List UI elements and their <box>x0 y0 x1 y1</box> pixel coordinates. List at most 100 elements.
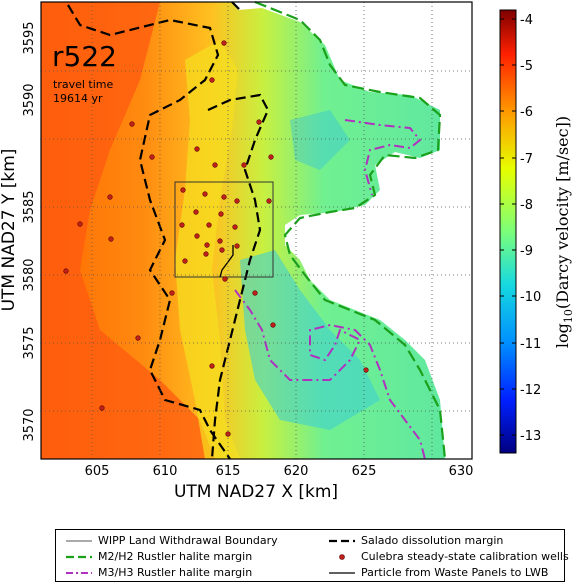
well-marker <box>182 258 188 264</box>
y-tick-label: 3585 <box>22 190 37 223</box>
colorbar-tick-label: -9 <box>520 244 533 259</box>
colorbar-tick-label: -11 <box>520 337 541 352</box>
well-marker <box>266 198 272 204</box>
well-marker <box>204 242 210 248</box>
well-swatch <box>339 553 345 560</box>
x-tick-label: 630 <box>449 464 474 479</box>
colorbar-tick-label: -13 <box>520 429 541 444</box>
well-marker <box>209 363 215 369</box>
well-marker <box>194 146 200 152</box>
y-tick-label: 3595 <box>22 21 37 54</box>
travel-time-value: 19614 yr <box>53 92 103 105</box>
x-tick-label: 605 <box>85 464 110 479</box>
well-marker <box>219 247 225 253</box>
colorbar-ticks <box>500 18 516 436</box>
m2h2-rustler-halite-margin <box>254 0 447 460</box>
colorbar <box>499 9 517 454</box>
x-tick-label: 615 <box>216 464 241 479</box>
x-axis-label: UTM NAD27 X [km] <box>174 482 338 502</box>
well-marker <box>107 194 113 200</box>
legend: WIPP Land Withdrawal Boundary Salado dis… <box>55 529 569 582</box>
well-marker <box>108 236 114 242</box>
colorbar-label-prefix: log <box>553 323 572 348</box>
salado-swatch <box>329 539 355 542</box>
x-tick-labels: 605 610 615 620 625 630 <box>85 464 474 479</box>
velocity-field <box>41 2 445 459</box>
run-id-label: r522 <box>52 40 117 73</box>
colorbar-label: log10(Darcy velocity [m/sec]) <box>553 116 575 348</box>
x-tick-label: 610 <box>153 464 178 479</box>
salado-dissolution-margin <box>231 1 241 11</box>
well-marker <box>169 290 175 296</box>
colorbar-tick-labels: -4 -5 -6 -7 -8 -9 -10 -11 -12 -13 <box>520 13 541 444</box>
well-marker <box>149 154 155 160</box>
colorbar-tick-label: -4 <box>520 13 533 28</box>
well-marker <box>241 162 247 168</box>
legend-item-lwb: WIPP Land Withdrawal Boundary <box>66 534 278 547</box>
m3h3-rustler-halite-margin <box>344 119 422 196</box>
colorbar-tick-label: -12 <box>520 383 541 398</box>
colorbar-label-sub: 10 <box>562 309 575 323</box>
grid-lines <box>41 2 472 459</box>
colorbar-tick-label: -6 <box>520 105 533 120</box>
x-tick-label: 620 <box>284 464 309 479</box>
colorbar-tick-label: -10 <box>520 290 541 305</box>
y-tick-label: 3575 <box>22 326 37 359</box>
m3h3-swatch <box>66 571 92 574</box>
m2h2-swatch <box>66 555 92 558</box>
legend-label: M3/H3 Rustler halite margin <box>98 566 253 579</box>
well-marker <box>268 154 274 160</box>
legend-label: M2/H2 Rustler halite margin <box>98 550 253 563</box>
legend-item-m2h2: M2/H2 Rustler halite margin <box>66 550 252 563</box>
well-marker <box>135 335 141 341</box>
salado-dissolution-margin <box>67 4 231 460</box>
particle-swatch <box>329 571 355 574</box>
y-tick-label: 3590 <box>22 83 37 116</box>
m3h3-rustler-halite-margin <box>234 289 426 460</box>
colorbar-tick-label: -5 <box>520 59 533 74</box>
well-marker <box>206 222 212 228</box>
y-tick-label: 3570 <box>22 408 37 441</box>
legend-item-salado: Salado dissolution margin <box>329 534 503 547</box>
well-marker <box>252 290 258 296</box>
legend-item-wells: Culebra steady-state calibration wells <box>329 550 569 563</box>
well-marker <box>221 194 227 200</box>
legend-label: Culebra steady-state calibration wells <box>361 550 569 563</box>
well-marker <box>99 405 105 411</box>
x-tick-label: 625 <box>352 464 377 479</box>
well-marker <box>179 222 185 228</box>
legend-label: WIPP Land Withdrawal Boundary <box>98 534 278 547</box>
well-marker <box>129 121 135 127</box>
well-marker <box>218 211 224 217</box>
legend-label: Particle from Waste Panels to LWB <box>361 566 549 579</box>
high-velocity-zone <box>41 2 215 459</box>
well-marker <box>217 238 223 244</box>
plot-frame <box>40 1 473 460</box>
y-axis-label: UTM NAD27 Y [km] <box>0 149 19 312</box>
legend-item-particle: Particle from Waste Panels to LWB <box>329 566 548 579</box>
well-marker <box>209 77 215 83</box>
well-marker <box>77 221 83 227</box>
y-tick-label: 3580 <box>22 258 37 291</box>
legend-item-m3h3: M3/H3 Rustler halite margin <box>66 566 252 579</box>
well-marker <box>221 40 227 46</box>
well-marker <box>63 268 69 274</box>
well-marker <box>234 243 240 249</box>
well-marker <box>194 233 200 239</box>
well-marker <box>270 322 276 328</box>
well-marker <box>202 191 208 197</box>
well-marker <box>234 198 240 204</box>
well-marker <box>193 209 199 215</box>
well-marker <box>222 276 228 282</box>
travel-time-label: travel time <box>53 78 113 91</box>
transition-zone <box>175 40 240 459</box>
salado-dissolution-margin <box>207 93 270 460</box>
lwb-swatch <box>66 540 92 541</box>
y-tick-labels: 3570 3575 3580 3585 3590 3595 <box>22 21 37 441</box>
low-velocity-zone <box>290 110 350 170</box>
colorbar-label-suffix: (Darcy velocity [m/sec]) <box>553 116 572 309</box>
well-marker <box>212 162 218 168</box>
colorbar-tick-label: -8 <box>520 198 533 213</box>
well-marker <box>256 119 262 125</box>
well-marker <box>180 187 186 193</box>
